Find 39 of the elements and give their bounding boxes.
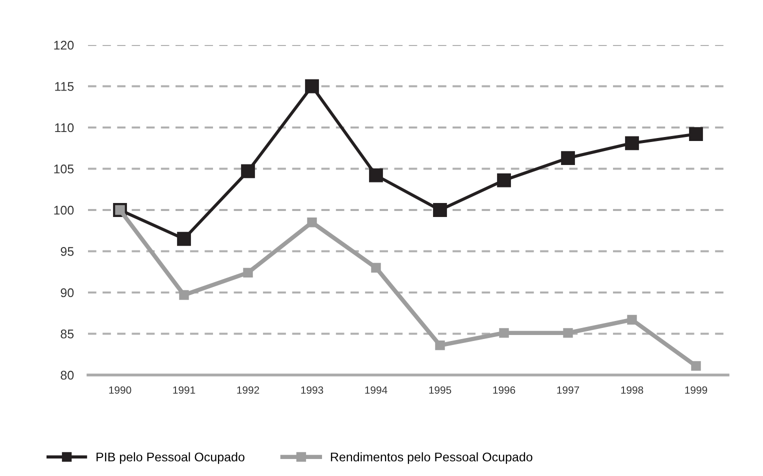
x-tick-label: 1990 xyxy=(109,386,132,394)
point xyxy=(691,361,701,371)
y-tick-label: 85 xyxy=(60,330,74,338)
point xyxy=(177,232,191,246)
point xyxy=(499,328,509,338)
legend-label: Rendimentos pelo Pessoal Ocupado xyxy=(330,452,532,464)
legend-label: PIB pelo Pessoal Ocupado xyxy=(96,452,244,464)
x-tick-label: 1993 xyxy=(301,386,324,394)
y-tick-label: 90 xyxy=(60,288,74,298)
point xyxy=(689,127,703,142)
point xyxy=(305,79,319,94)
x-tick-label: 1991 xyxy=(173,386,196,394)
point xyxy=(307,218,317,228)
x-tick-label: 1994 xyxy=(365,386,388,394)
x-tick-label: 1999 xyxy=(685,386,708,394)
point xyxy=(241,164,255,178)
x-tick-label: 1997 xyxy=(557,386,580,394)
y-tick-label: 115 xyxy=(55,82,74,91)
x-tick-label: 1995 xyxy=(429,386,452,394)
point xyxy=(497,173,511,188)
y-tick-label: 105 xyxy=(54,164,74,174)
x-tick-label: 1998 xyxy=(621,386,644,394)
point xyxy=(433,203,447,217)
point xyxy=(371,262,381,273)
y-tick-label: 100 xyxy=(54,206,74,215)
point xyxy=(563,328,573,338)
y-tick-label: 110 xyxy=(55,123,74,132)
y-tick-label: 80 xyxy=(60,370,74,380)
x-tick-label: 1992 xyxy=(237,386,260,394)
y-tick-label: 120 xyxy=(54,40,74,50)
point xyxy=(561,151,575,165)
point xyxy=(179,290,189,300)
x-tick-label: 1996 xyxy=(493,386,516,394)
y-tick-label: 95 xyxy=(60,247,74,256)
point xyxy=(369,168,383,182)
point xyxy=(625,136,639,150)
point xyxy=(435,340,445,350)
point xyxy=(243,268,253,278)
point xyxy=(627,314,637,325)
